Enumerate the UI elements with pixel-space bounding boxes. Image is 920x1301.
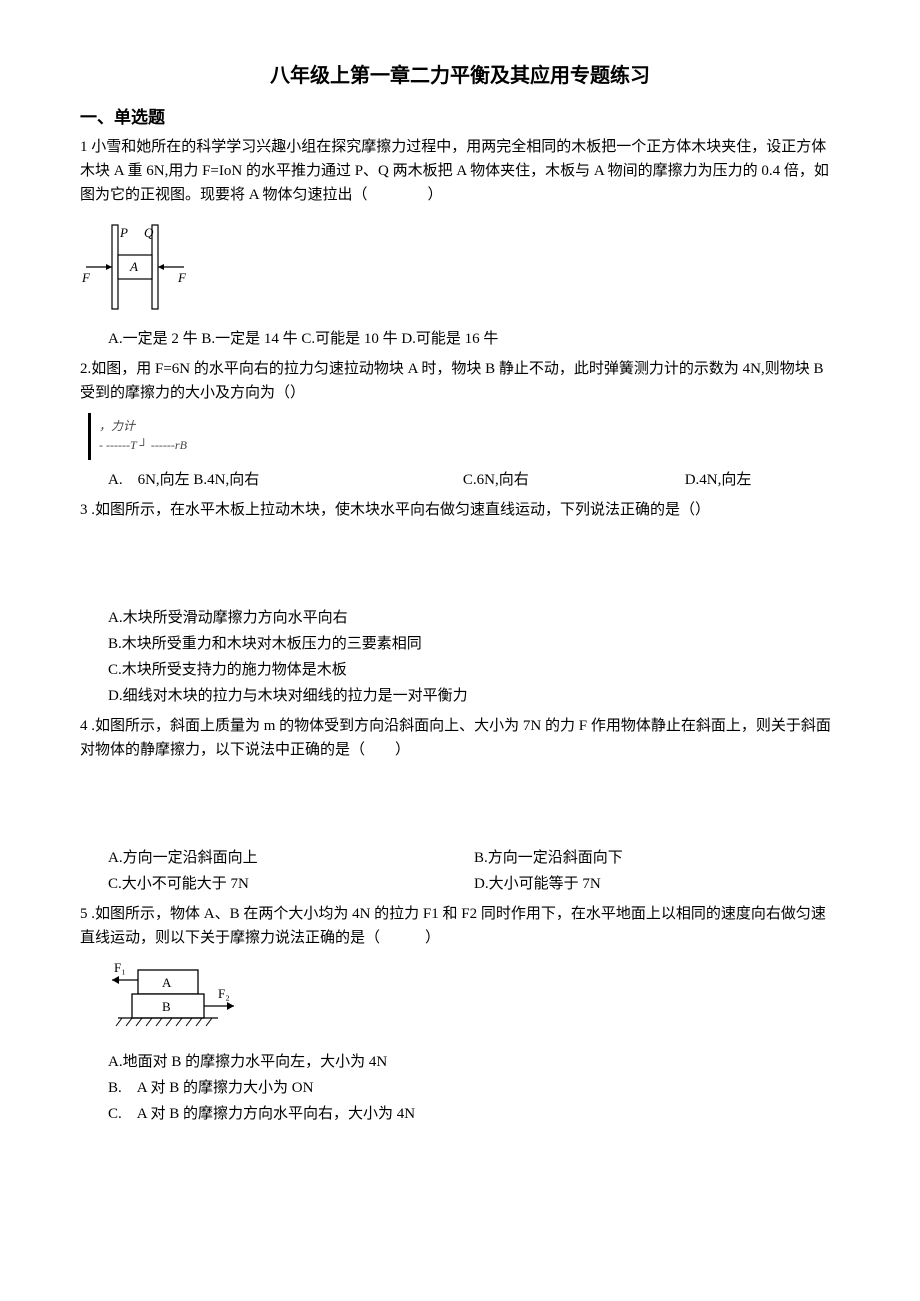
q2-fig-line1: ，力计 — [99, 417, 832, 436]
q4-opts-row2: C.大小不可能大于 7N D.大小可能等于 7N — [108, 872, 840, 896]
q2-options: A. 6N,向左 B.4N,向右 C.6N,向右 D.4N,向左 — [108, 468, 840, 492]
q4-opt-d: D.大小可能等于 7N — [474, 872, 840, 896]
svg-text:Q: Q — [144, 225, 154, 240]
q5-opt-c: C. A 对 B 的摩擦力方向水平向右，大小为 4N — [108, 1102, 840, 1126]
question-2: 2.如图，用 F=6N 的水平向右的拉力匀速拉动物块 A 时，物块 B 静止不动… — [80, 357, 840, 491]
q1-options: A.一定是 2 牛 B.一定是 14 牛 C.可能是 10 牛 D.可能是 16… — [108, 327, 840, 351]
q5-opt-a: A.地面对 B 的摩擦力水平向左，大小为 4N — [108, 1050, 840, 1074]
q1-stem: 1 小雪和她所在的科学学习兴趣小组在探究摩擦力过程中，用两完全相同的木板把一个正… — [80, 135, 840, 207]
q4-stem: 4 .如图所示，斜面上质量为 m 的物体受到方向沿斜面向上、大小为 7N 的力 … — [80, 714, 840, 762]
q5-stem: 5 .如图所示，物体 A、B 在两个大小均为 4N 的拉力 F1 和 F2 同时… — [80, 902, 840, 950]
q2-opt-c: C.6N,向右 — [463, 468, 685, 492]
section-header: 一、单选题 — [80, 104, 840, 131]
q4-opt-b: B.方向一定沿斜面向下 — [474, 846, 840, 870]
q4-figure-gap — [80, 764, 840, 844]
q2-opt-d: D.4N,向左 — [685, 468, 840, 492]
q4-opt-c: C.大小不可能大于 7N — [108, 872, 474, 896]
q2-opt-ab: A. 6N,向左 B.4N,向右 — [108, 468, 463, 492]
svg-text:F₁: F₁ — [114, 960, 126, 975]
q3-figure-gap — [80, 524, 840, 604]
q3-opt-b: B.木块所受重力和木块对木板压力的三要素相同 — [108, 632, 840, 656]
svg-text:F₂: F₂ — [218, 986, 230, 1001]
q2-figure: ，力计 - ------T ┘ ------rB — [88, 413, 840, 459]
question-1: 1 小雪和她所在的科学学习兴趣小组在探究摩擦力过程中，用两完全相同的木板把一个正… — [80, 135, 840, 351]
q3-stem: 3 .如图所示，在水平木板上拉动木块，使木块水平向右做匀速直线运动，下列说法正确… — [80, 498, 840, 522]
svg-text:F: F — [81, 270, 91, 285]
q4-opts-row1: A.方向一定沿斜面向上 B.方向一定沿斜面向下 — [108, 846, 840, 870]
q5-opt-b: B. A 对 B 的摩擦力大小为 ON — [108, 1076, 840, 1100]
q3-opt-d: D.细线对木块的拉力与木块对细线的拉力是一对平衡力 — [108, 684, 840, 708]
q2-fig-line2: - ------T ┘ ------rB — [99, 436, 832, 455]
question-4: 4 .如图所示，斜面上质量为 m 的物体受到方向沿斜面向上、大小为 7N 的力 … — [80, 714, 840, 896]
q4-opt-a: A.方向一定沿斜面向上 — [108, 846, 474, 870]
q5-figure: F₁ A B F₂ — [108, 960, 840, 1040]
q2-stem: 2.如图，用 F=6N 的水平向右的拉力匀速拉动物块 A 时，物块 B 静止不动… — [80, 357, 840, 405]
svg-text:A: A — [129, 259, 138, 274]
q3-opt-c: C.木块所受支持力的施力物体是木板 — [108, 658, 840, 682]
svg-text:P: P — [119, 225, 128, 240]
q3-opt-a: A.木块所受滑动摩擦力方向水平向右 — [108, 606, 840, 630]
q1-figure: A P Q F F — [80, 217, 840, 317]
svg-text:A: A — [162, 975, 172, 990]
svg-text:B: B — [162, 999, 171, 1014]
question-3: 3 .如图所示，在水平木板上拉动木块，使木块水平向右做匀速直线运动，下列说法正确… — [80, 498, 840, 708]
question-5: 5 .如图所示，物体 A、B 在两个大小均为 4N 的拉力 F1 和 F2 同时… — [80, 902, 840, 1126]
page-title: 八年级上第一章二力平衡及其应用专题练习 — [80, 60, 840, 92]
svg-text:F: F — [177, 270, 187, 285]
